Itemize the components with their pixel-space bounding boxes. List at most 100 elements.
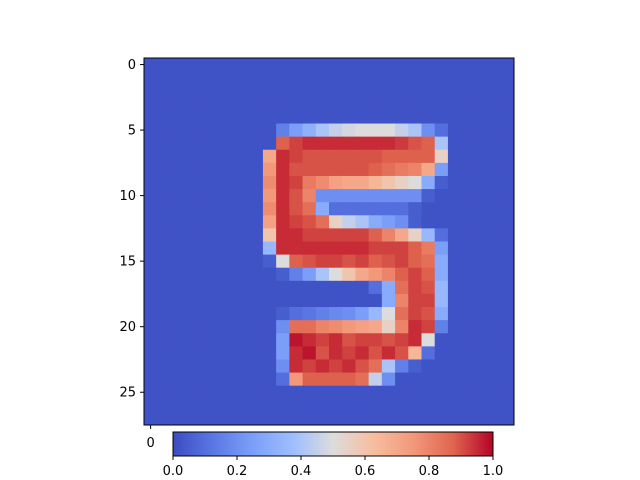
heatmap-cell	[474, 110, 488, 124]
heatmap-cell	[262, 84, 277, 98]
heatmap-cell	[355, 267, 370, 282]
heatmap-cell	[196, 215, 211, 229]
heatmap-cell	[381, 280, 396, 295]
heatmap-cell	[500, 411, 515, 426]
heatmap-cell	[223, 267, 237, 282]
heatmap-cell	[223, 228, 237, 242]
heatmap-cell	[315, 215, 330, 229]
heatmap-cell	[302, 411, 317, 426]
heatmap-cell	[302, 307, 317, 321]
heatmap-cell	[157, 333, 171, 347]
heatmap-cell	[474, 333, 488, 347]
heatmap-cell	[210, 241, 224, 256]
heatmap-cell	[236, 228, 251, 242]
heatmap-cell	[236, 320, 251, 334]
heatmap-cell	[315, 162, 330, 177]
heatmap-cell	[302, 280, 317, 295]
heatmap-cell	[223, 189, 237, 203]
heatmap-cell	[381, 58, 396, 72]
heatmap-cell	[342, 320, 356, 334]
heatmap-cell	[196, 280, 211, 295]
y-tick-label: 5	[128, 124, 136, 139]
heatmap-cell	[474, 189, 488, 203]
heatmap-cell	[487, 254, 502, 269]
heatmap-cell	[223, 123, 237, 138]
heatmap-cell	[262, 307, 277, 321]
heatmap-cell	[144, 372, 158, 387]
heatmap-cell	[289, 267, 303, 282]
heatmap-cell	[500, 84, 515, 98]
heatmap-cell	[395, 385, 409, 400]
heatmap-cell	[210, 202, 224, 216]
heatmap-cell	[447, 254, 462, 269]
heatmap-cell	[421, 110, 436, 124]
heatmap-cell	[434, 241, 449, 256]
heatmap-cell	[262, 320, 277, 334]
heatmap-cell	[421, 149, 436, 164]
heatmap-cell	[329, 71, 343, 85]
heatmap-cell	[302, 58, 317, 72]
heatmap-cell	[302, 110, 317, 124]
heatmap-cell	[342, 346, 356, 360]
heatmap-cell	[157, 71, 171, 85]
heatmap-cell	[434, 175, 449, 190]
heatmap-cell	[329, 346, 343, 360]
heatmap-cell	[487, 215, 502, 229]
heatmap-cell	[262, 280, 277, 295]
heatmap-cell	[302, 97, 317, 111]
heatmap-cell	[395, 175, 409, 190]
heatmap-cell	[302, 359, 317, 373]
heatmap-cell	[170, 346, 185, 360]
heatmap-cell	[302, 267, 317, 282]
heatmap-cell	[395, 58, 409, 72]
heatmap-cell	[183, 333, 198, 347]
heatmap-cell	[170, 202, 185, 216]
heatmap-cell	[170, 175, 185, 190]
heatmap-cell	[157, 346, 171, 360]
heatmap-cell	[289, 189, 303, 203]
heatmap-cell	[223, 215, 237, 229]
heatmap-cell	[302, 175, 317, 190]
heatmap-cell	[289, 385, 303, 400]
heatmap-cell	[315, 293, 330, 308]
heatmap-cell	[487, 359, 502, 373]
heatmap-cell	[342, 110, 356, 124]
heatmap-cell	[262, 385, 277, 400]
heatmap-cell	[474, 175, 488, 190]
heatmap-cell	[315, 175, 330, 190]
heatmap-cell	[381, 189, 396, 203]
heatmap-cell	[434, 228, 449, 242]
heatmap-cell	[144, 228, 158, 242]
heatmap-cell	[461, 280, 475, 295]
heatmap-cell	[144, 320, 158, 334]
heatmap-cell	[342, 71, 356, 85]
heatmap-cell	[395, 84, 409, 98]
heatmap-cell	[157, 372, 171, 387]
heatmap-cell	[342, 84, 356, 98]
heatmap-cell	[461, 333, 475, 347]
heatmap-cell	[461, 215, 475, 229]
heatmap-cell	[421, 202, 436, 216]
heatmap-cell	[196, 293, 211, 308]
heatmap-cell	[474, 372, 488, 387]
heatmap-cell	[342, 411, 356, 426]
heatmap-cell	[500, 228, 515, 242]
heatmap-cell	[236, 175, 251, 190]
heatmap-cell	[487, 189, 502, 203]
heatmap-cell	[276, 333, 290, 347]
heatmap-cell	[223, 372, 237, 387]
heatmap-cell	[302, 202, 317, 216]
heatmap-cell	[249, 162, 264, 177]
heatmap-cell	[329, 398, 343, 413]
heatmap-cell	[170, 123, 185, 138]
heatmap-cell	[487, 267, 502, 282]
heatmap-cell	[368, 267, 383, 282]
heatmap-cell	[408, 320, 422, 334]
heatmap-cell	[329, 84, 343, 98]
heatmap-cell	[500, 333, 515, 347]
heatmap-cell	[276, 84, 290, 98]
heatmap-cell	[315, 84, 330, 98]
heatmap-cell	[421, 320, 436, 334]
heatmap-cell	[434, 97, 449, 111]
heatmap-cell	[210, 162, 224, 177]
